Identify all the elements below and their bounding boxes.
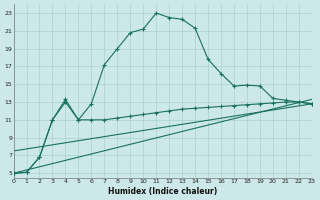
X-axis label: Humidex (Indice chaleur): Humidex (Indice chaleur): [108, 187, 217, 196]
